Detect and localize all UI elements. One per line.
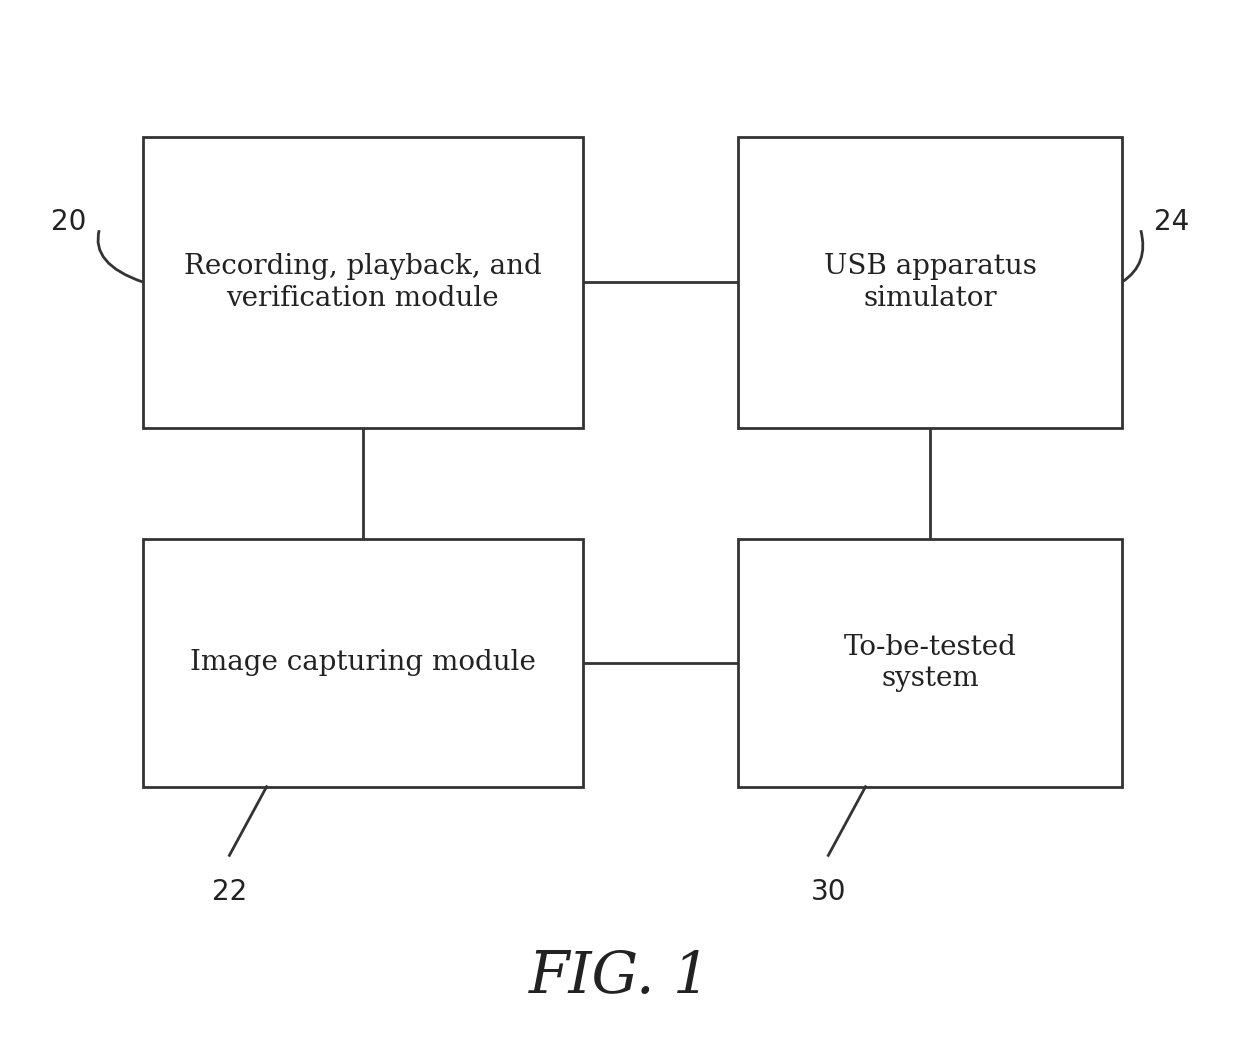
- Text: 30: 30: [811, 879, 846, 906]
- Text: USB apparatus
simulator: USB apparatus simulator: [823, 253, 1037, 312]
- Text: Image capturing module: Image capturing module: [190, 649, 536, 676]
- Bar: [143, 539, 583, 787]
- Text: 20: 20: [51, 208, 86, 235]
- Text: Recording, playback, and
verification module: Recording, playback, and verification mo…: [184, 253, 542, 312]
- Text: FIG. 1: FIG. 1: [529, 948, 711, 1005]
- Bar: [143, 137, 583, 428]
- Text: To-be-tested
system: To-be-tested system: [843, 634, 1017, 692]
- Text: 24: 24: [1154, 208, 1189, 235]
- Bar: [738, 137, 1122, 428]
- Text: 22: 22: [212, 879, 247, 906]
- Bar: [738, 539, 1122, 787]
